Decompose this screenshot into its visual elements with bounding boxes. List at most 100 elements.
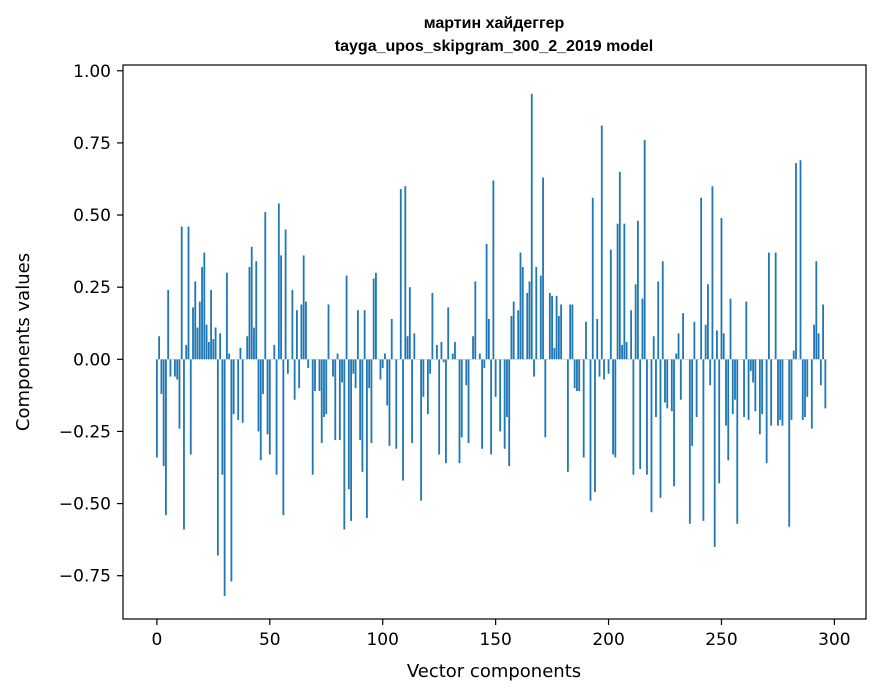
bar	[553, 347, 556, 360]
bar	[295, 310, 298, 360]
bar	[677, 333, 680, 360]
x-axis-label: Vector components	[407, 661, 581, 682]
bar	[280, 255, 282, 360]
bar	[259, 359, 262, 461]
bar	[652, 336, 655, 360]
bar	[286, 359, 289, 374]
bars-group	[155, 93, 827, 596]
bar	[381, 359, 384, 368]
bar	[700, 197, 703, 360]
bar	[363, 310, 366, 360]
bar	[273, 344, 276, 360]
bar	[582, 359, 585, 458]
bar	[232, 359, 235, 415]
bar	[747, 359, 750, 420]
bar	[765, 359, 768, 464]
bar	[779, 359, 782, 420]
bar	[347, 359, 350, 490]
bar	[438, 359, 441, 455]
bar	[207, 342, 210, 360]
bar	[801, 359, 804, 420]
bar	[569, 304, 572, 360]
bar	[264, 212, 267, 360]
bar	[548, 292, 551, 360]
bar	[727, 359, 730, 461]
bar	[646, 359, 648, 475]
bar	[300, 304, 303, 360]
bar	[650, 359, 653, 513]
bar	[192, 307, 194, 360]
x-tick-label: 150	[479, 630, 511, 650]
y-axis-label: Components values	[13, 253, 34, 431]
bar	[634, 284, 637, 360]
bar	[799, 160, 802, 360]
bar	[210, 290, 212, 360]
bar	[539, 275, 542, 360]
bar	[673, 359, 675, 487]
bar	[770, 359, 773, 426]
bar	[399, 189, 402, 360]
bar	[447, 307, 450, 360]
bar	[512, 301, 515, 360]
bar	[616, 223, 619, 360]
bar	[379, 359, 382, 380]
bar	[487, 318, 490, 360]
bar	[327, 304, 330, 360]
bar	[162, 359, 165, 467]
bar	[566, 359, 569, 472]
bar	[332, 359, 334, 377]
bar	[442, 359, 445, 363]
bar	[375, 272, 377, 360]
y-tick-label: 1.00	[73, 62, 111, 82]
bar	[185, 344, 188, 360]
bar	[589, 359, 592, 501]
bar	[228, 353, 231, 360]
bar	[408, 287, 411, 360]
bar	[526, 292, 529, 360]
bar	[474, 281, 477, 360]
bar	[169, 359, 172, 377]
bar	[201, 266, 203, 360]
bar	[343, 359, 346, 530]
bar	[691, 359, 694, 446]
bar	[720, 217, 723, 360]
bar	[390, 318, 393, 360]
bar	[203, 252, 206, 360]
y-tick-label: −0.50	[59, 495, 111, 515]
bar	[758, 359, 761, 435]
bar	[573, 359, 576, 389]
y-tick-label: 0.25	[73, 278, 111, 298]
bar	[230, 359, 233, 582]
bar	[255, 261, 258, 360]
bar	[521, 266, 524, 360]
bar	[404, 186, 407, 360]
bar	[679, 359, 682, 400]
bar	[454, 342, 456, 360]
bar	[492, 180, 495, 360]
y-tick-label: 0.50	[73, 206, 111, 226]
bar	[372, 278, 375, 360]
y-axis-ticks: −0.75 −0.50 −0.25 0.00 0.25 0.50 0.75 1.00	[59, 62, 123, 587]
bar	[341, 359, 343, 383]
bar	[253, 327, 255, 360]
bar	[298, 359, 301, 389]
x-tick-label: 100	[366, 630, 398, 650]
bar	[639, 359, 642, 469]
bar	[707, 284, 709, 360]
bar	[734, 359, 736, 400]
bar	[503, 359, 506, 449]
bar	[320, 359, 323, 443]
bar	[632, 359, 635, 475]
bar	[709, 359, 712, 386]
bar	[440, 342, 443, 360]
bar	[790, 359, 793, 420]
bar	[277, 203, 280, 360]
bar	[458, 359, 461, 464]
bar	[350, 359, 352, 521]
bar	[603, 359, 605, 380]
bar	[225, 272, 228, 360]
bar	[815, 261, 818, 360]
x-axis-ticks: 0 50 100 150 200 250 300	[151, 619, 851, 650]
bar	[323, 359, 325, 418]
bar	[413, 333, 416, 360]
